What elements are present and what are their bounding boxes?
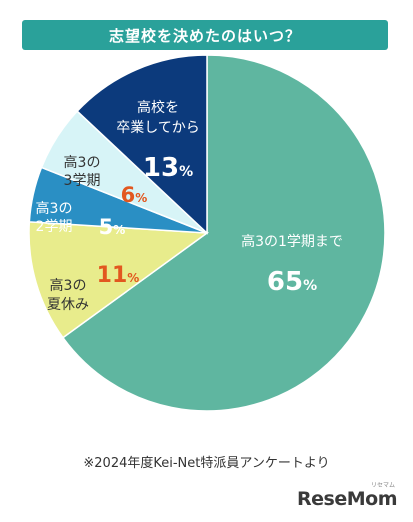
pie-slice (61, 54, 386, 412)
pie-slice (28, 221, 210, 339)
slice-value-label: 6% (121, 183, 148, 207)
slice-label: 3学期 (64, 173, 101, 189)
slice-label: 高3の (64, 154, 101, 171)
slice-value-label: 11% (97, 263, 140, 288)
chart-title: 志望校を決めたのはいつ？ (108, 26, 301, 45)
pie-slice (76, 54, 208, 235)
slice-label: 卒業してから (116, 120, 200, 136)
slice-label: 高校を (137, 99, 179, 116)
chart-title-bar: 志望校を決めたのはいつ？ (22, 20, 388, 50)
slice-value-label: 5% (99, 215, 126, 239)
source-note: ※2024年度Kei-Net特派員アンケートより (83, 456, 330, 471)
slice-label: 夏休み (47, 297, 89, 313)
slice-value-label: 13% (143, 153, 193, 183)
slice-value-label: 65% (267, 267, 317, 297)
slice-label: 高3の (36, 200, 73, 217)
slice-label: 2学期 (36, 219, 73, 235)
slice-label: 高3の1学期まで (241, 233, 343, 250)
slice-label: 高3の (50, 277, 87, 294)
resemom-logo: ReseMom (297, 488, 397, 510)
logo-subtext: リセマム (370, 482, 395, 489)
